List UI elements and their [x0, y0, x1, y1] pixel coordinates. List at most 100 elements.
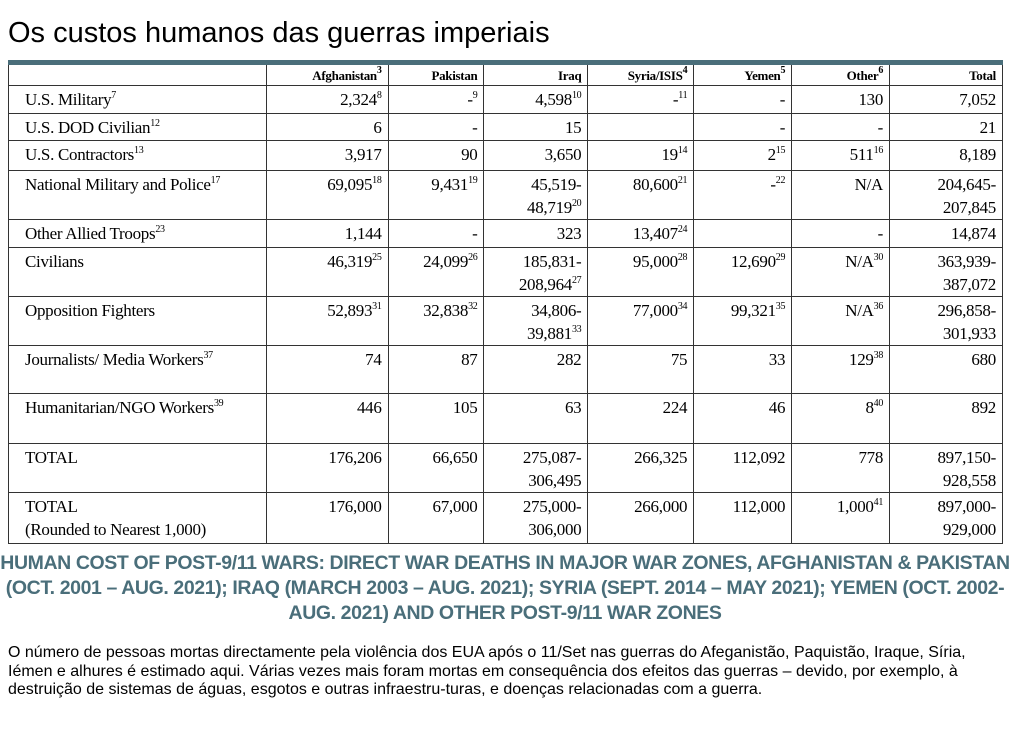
cell-value: 105: [452, 398, 478, 417]
data-cell: 77,00034: [587, 296, 695, 346]
cell-value: Pakistan: [431, 68, 478, 83]
cell-value: 9,431: [431, 175, 469, 194]
data-cell: 24,09926: [387, 247, 485, 297]
footnote-ref: 38: [873, 350, 884, 361]
cell-value: Opposition Fighters: [25, 301, 155, 320]
data-cell: 13,40724: [587, 219, 695, 248]
data-cell: 8,189: [889, 140, 1003, 171]
table-row: U.S. Contractors13 3,917 90 3,650 1914 215 511…: [8, 140, 1003, 171]
cell-value: 2: [767, 145, 777, 164]
data-cell: -: [693, 85, 793, 114]
footnote-ref: 41: [873, 497, 884, 508]
footnote-ref: 14: [677, 145, 688, 156]
table-header-row: Afghanistan3 Pakistan Iraq Syria/ISIS4 Yemen…: [8, 62, 1003, 86]
data-cell: 95,00028: [587, 247, 695, 297]
footnote-ref: 35: [775, 301, 786, 312]
footnote-ref: 26: [468, 252, 478, 263]
data-cell: 840: [791, 393, 891, 444]
footnote-ref: 10: [571, 90, 582, 101]
footnote-ref: 34: [677, 301, 688, 312]
data-cell: 3,650: [483, 140, 589, 171]
row-label: U.S. Contractors13: [8, 140, 267, 171]
cell-value: 32,838: [423, 301, 469, 320]
cell-value: 90: [461, 145, 478, 164]
table-caption: HUMAN COST OF POST-9/11 WARS: DIRECT WAR…: [0, 552, 1010, 624]
data-cell: 45,519- 48,71920: [483, 170, 589, 220]
footnote-ref: 30: [873, 252, 884, 263]
footnote-ref: 33: [571, 324, 582, 335]
cell-value: 95,000: [632, 252, 678, 271]
cell-value: Total: [969, 68, 996, 83]
cell-value: 266,000: [634, 497, 688, 516]
data-cell: 3,917: [265, 140, 389, 171]
data-cell: 897,000- 929,000: [889, 492, 1003, 544]
cell-value: Iraq: [558, 68, 582, 83]
cell-value: -: [672, 90, 679, 109]
data-cell: 112,000: [693, 492, 793, 544]
cell-value: 363,939- 387,072: [937, 252, 996, 294]
cell-value: 892: [971, 398, 996, 417]
data-cell: 176,206: [265, 443, 389, 493]
data-cell: 67,000: [387, 492, 485, 544]
footnote-ref: 29: [775, 252, 786, 263]
cell-value: 266,325: [634, 448, 688, 467]
cell-value: 1,000: [836, 497, 874, 516]
cell-value: 3,650: [544, 145, 582, 164]
column-header: Afghanistan3: [265, 62, 389, 86]
data-cell: -: [791, 113, 891, 141]
cell-value: 176,206: [328, 448, 382, 467]
cell-value: 13,407: [632, 224, 678, 243]
data-cell: 12,69029: [693, 247, 793, 297]
footnote-ref: 7: [111, 90, 116, 101]
data-cell: 34,806- 39,88133: [483, 296, 589, 346]
footnote-ref: 12: [150, 118, 160, 129]
cell-value: 87: [461, 350, 478, 369]
data-cell: 275,000- 306,000: [483, 492, 589, 544]
footnote-ref: 28: [677, 252, 688, 263]
cell-value: 296,858- 301,933: [937, 301, 996, 343]
cell-value: U.S. Military: [25, 90, 112, 109]
data-cell: N/A30: [791, 247, 891, 297]
data-cell: 4,59810: [483, 85, 589, 114]
data-cell: -: [387, 219, 485, 248]
footnote-ref: 39: [213, 398, 224, 409]
cell-value: 14,874: [951, 224, 996, 243]
cell-value: TOTAL: [25, 448, 78, 467]
data-cell: 87: [387, 345, 485, 394]
data-cell: 105: [387, 393, 485, 444]
data-cell: 69,09518: [265, 170, 389, 220]
data-cell: N/A: [791, 170, 891, 220]
data-cell: 897,150- 928,558: [889, 443, 1003, 493]
cell-value: 46: [768, 398, 786, 417]
row-label: U.S. Military7: [8, 85, 267, 114]
data-cell: 185,831- 208,96427: [483, 247, 589, 297]
cell-value: -: [779, 90, 786, 109]
data-cell: -9: [387, 85, 485, 114]
data-cell: 446: [265, 393, 389, 444]
cell-value: 130: [858, 90, 884, 109]
cell-value: 897,150- 928,558: [937, 448, 996, 490]
cell-value: 15: [564, 118, 582, 137]
data-cell: 680: [889, 345, 1003, 394]
data-cell: 15: [483, 113, 589, 141]
data-cell: -: [387, 113, 485, 141]
cell-value: 778: [858, 448, 884, 467]
data-cell: 63: [483, 393, 589, 444]
row-label: Journalists/ Media Workers37: [8, 345, 267, 394]
data-cell: 282: [483, 345, 589, 394]
cell-value: 74: [365, 350, 382, 369]
cell-value: U.S. DOD Civilian: [25, 118, 151, 137]
table-row: Humanitarian/NGO Workers39 446 105 63 224 46 8…: [8, 393, 1003, 444]
data-cell: 2,3248: [265, 85, 389, 114]
footnote-ref: 8: [376, 90, 382, 101]
row-label: Other Allied Troops23: [8, 219, 267, 248]
data-cell: 99,32135: [693, 296, 793, 346]
cell-value: 323: [556, 224, 582, 243]
footnote-ref: 4: [682, 65, 688, 76]
row-label: TOTAL: [8, 443, 267, 493]
footnote-ref: 23: [155, 224, 165, 235]
column-header: Pakistan: [387, 62, 485, 86]
cell-value: 80,600: [632, 175, 678, 194]
footnote-ref: 19: [468, 175, 478, 186]
data-cell: 51116: [791, 140, 891, 171]
